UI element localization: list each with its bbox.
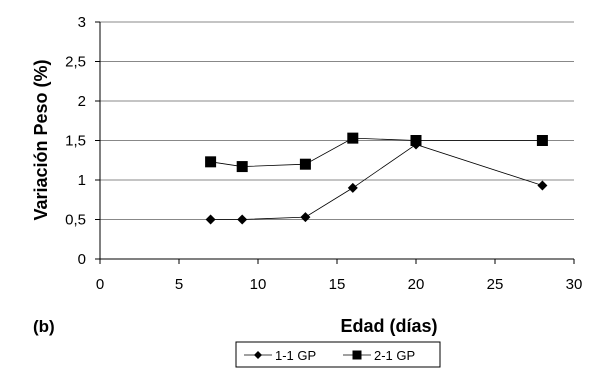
x-axis-title: Edad (días): [340, 316, 437, 336]
data-point: [537, 180, 548, 191]
data-point: [236, 161, 248, 173]
data-point: [300, 212, 311, 223]
x-tick-label: 20: [408, 276, 425, 293]
y-tick-label: 3: [78, 14, 86, 31]
y-tick-label: 0,5: [65, 212, 86, 229]
legend-marker: [254, 351, 262, 359]
x-tick-label: 5: [175, 276, 183, 293]
x-tick-label: 10: [250, 276, 267, 293]
series-square: [205, 132, 548, 173]
series-line: [210, 137, 543, 167]
legend-label: 1-1 GP: [275, 348, 316, 363]
y-axis-ticks: 0 0,5 1 1,5 2 2,5 3: [65, 14, 100, 268]
data-point: [410, 135, 422, 146]
x-axis-ticks: 0 5 10 15 20 25 30: [96, 259, 583, 293]
data-point: [237, 214, 248, 225]
y-tick-label: 1,5: [65, 133, 86, 150]
x-tick-label: 25: [487, 276, 504, 293]
y-axis-title: Variación Peso (%): [31, 59, 51, 220]
y-tick-label: 0: [78, 251, 86, 268]
data-point: [205, 214, 216, 225]
data-point: [347, 182, 358, 193]
data-point: [205, 156, 217, 168]
legend-box: [235, 341, 441, 368]
legend-marker: [352, 350, 362, 360]
y-tick-label: 2,5: [65, 54, 86, 71]
x-tick-label: 15: [329, 276, 346, 293]
series-diamond: [205, 139, 548, 225]
data-point: [299, 158, 311, 170]
series-line: [210, 144, 543, 220]
x-tick-label: 30: [566, 276, 583, 293]
data-point: [347, 132, 359, 144]
legend-label: 2-1 GP: [374, 348, 415, 363]
y-tick-label: 1: [78, 172, 86, 189]
panel-label: (b): [33, 317, 55, 336]
series-group: [205, 132, 548, 225]
legend: 1-1 GP 2-1 GP: [235, 341, 441, 368]
y-tick-label: 2: [78, 93, 86, 110]
data-point: [536, 135, 548, 146]
grid-lines: [100, 21, 574, 220]
x-tick-label: 0: [96, 276, 104, 293]
